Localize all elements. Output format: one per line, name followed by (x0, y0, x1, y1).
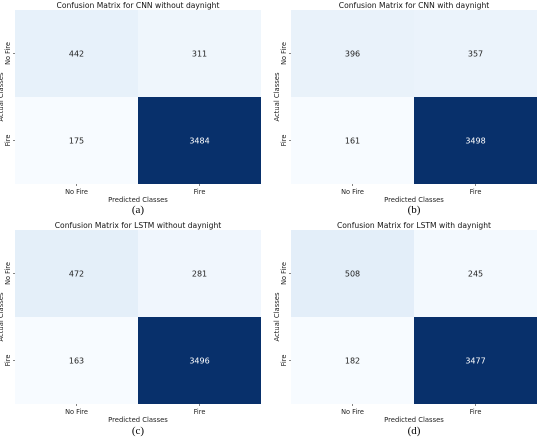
cell-value-label: 3498 (465, 137, 485, 146)
x-tick-label: No Fire (341, 408, 364, 416)
x-axis-label: Predicted Classes (384, 416, 444, 424)
x-axis-label: Predicted Classes (108, 196, 168, 204)
cell-value-label: 3496 (189, 357, 209, 366)
cell-value-label: 281 (192, 270, 207, 279)
cell-value-label: 175 (69, 137, 84, 146)
heatmap-cell (138, 10, 261, 97)
y-tick-label: Fire (280, 355, 288, 367)
heatmap-cell (414, 230, 537, 317)
y-tick-label: No Fire (280, 262, 288, 285)
confusion-matrix-panel: Confusion Matrix for CNN with daynight 39… (273, 1, 537, 216)
chart-title: Confusion Matrix for LSTM without daynig… (55, 221, 222, 230)
cell-value-label: 396 (345, 50, 360, 59)
x-tick-label: Fire (470, 188, 482, 196)
heatmap-cell (138, 317, 261, 404)
cell-value-label: 311 (192, 50, 207, 59)
heatmap-cell (15, 97, 138, 184)
confusion-matrix-panel: Confusion Matrix for LSTM with daynight 5… (273, 221, 537, 437)
x-tick-label: No Fire (65, 188, 88, 196)
x-tick-label: Fire (194, 188, 206, 196)
y-axis-label: Actual Classes (273, 292, 281, 342)
confusion-matrix-panel: Confusion Matrix for LSTM without daynig… (0, 221, 261, 437)
x-tick-label: Fire (194, 408, 206, 416)
heatmap-cell (291, 97, 414, 184)
y-axis-label: Actual Classes (0, 292, 5, 342)
panel-caption: (a) (132, 204, 145, 216)
heatmap-cell (15, 317, 138, 404)
y-tick-label: No Fire (280, 42, 288, 65)
x-tick-label: No Fire (341, 188, 364, 196)
panel-caption: (c) (132, 425, 145, 437)
heatmap-cell (414, 97, 537, 184)
chart-title: Confusion Matrix for CNN with daynight (339, 1, 489, 10)
y-tick-label: Fire (4, 135, 12, 147)
y-tick-label: Fire (280, 135, 288, 147)
cell-value-label: 508 (345, 270, 360, 279)
cell-value-label: 163 (69, 357, 84, 366)
y-tick-label: No Fire (4, 42, 12, 65)
confusion-matrix-panel: Confusion Matrix for CNN without daynigh… (0, 1, 261, 216)
heatmap-cell (414, 10, 537, 97)
heatmap-cell (291, 317, 414, 404)
x-axis-label: Predicted Classes (108, 416, 168, 424)
chart-title: Confusion Matrix for LSTM with daynight (337, 221, 491, 230)
heatmap-cell (291, 10, 414, 97)
x-axis-label: Predicted Classes (384, 196, 444, 204)
panel-caption: (d) (408, 425, 421, 437)
cell-value-label: 245 (468, 270, 483, 279)
y-axis-label: Actual Classes (273, 72, 281, 122)
panel-caption: (b) (408, 204, 421, 216)
y-tick-label: No Fire (4, 262, 12, 285)
x-tick-label: Fire (470, 408, 482, 416)
heatmap-cell (414, 317, 537, 404)
y-tick-label: Fire (4, 355, 12, 367)
cell-value-label: 442 (69, 50, 84, 59)
x-tick-label: No Fire (65, 408, 88, 416)
cell-value-label: 3484 (189, 137, 209, 146)
heatmap-cell (138, 230, 261, 317)
heatmap-cell (15, 230, 138, 317)
y-axis-label: Actual Classes (0, 72, 5, 122)
cell-value-label: 182 (345, 357, 360, 366)
chart-title: Confusion Matrix for CNN without daynigh… (57, 1, 220, 10)
heatmap-cell (291, 230, 414, 317)
heatmap-cell (15, 10, 138, 97)
cell-value-label: 357 (468, 50, 483, 59)
heatmap-cell (138, 97, 261, 184)
cell-value-label: 3477 (465, 357, 485, 366)
cell-value-label: 161 (345, 137, 360, 146)
cell-value-label: 472 (69, 270, 84, 279)
